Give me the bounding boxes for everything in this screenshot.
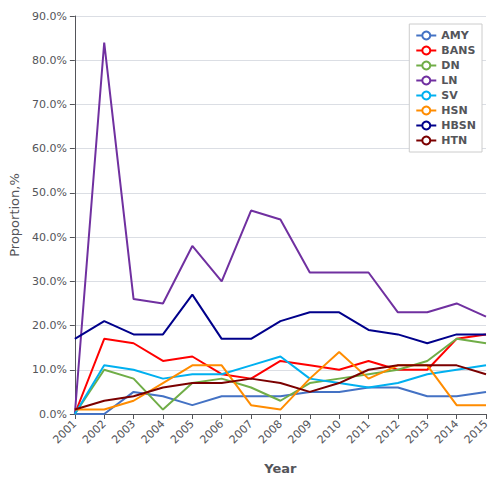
svg-text:2013: 2013: [403, 417, 432, 446]
svg-text:2010: 2010: [315, 417, 344, 446]
svg-text:80.0%: 80.0%: [32, 54, 67, 67]
svg-text:2009: 2009: [285, 417, 314, 446]
svg-text:BANS: BANS: [441, 44, 475, 57]
svg-text:70.0%: 70.0%: [32, 98, 67, 111]
svg-text:2006: 2006: [197, 417, 226, 446]
svg-text:90.0%: 90.0%: [32, 10, 67, 23]
svg-text:HTN: HTN: [441, 134, 467, 147]
svg-text:2004: 2004: [139, 417, 168, 446]
svg-text:20.0%: 20.0%: [32, 319, 67, 332]
svg-text:60.0%: 60.0%: [32, 142, 67, 155]
svg-text:Year: Year: [263, 461, 297, 476]
svg-text:40.0%: 40.0%: [32, 231, 67, 244]
svg-text:2003: 2003: [109, 417, 138, 446]
svg-text:2011: 2011: [344, 417, 373, 446]
svg-text:HSN: HSN: [441, 104, 467, 117]
svg-text:Proportion,%: Proportion,%: [7, 173, 22, 257]
svg-text:SV: SV: [441, 89, 458, 102]
svg-text:2014: 2014: [432, 417, 461, 446]
svg-text:2008: 2008: [256, 417, 285, 446]
svg-text:2007: 2007: [227, 417, 256, 446]
svg-text:HBSN: HBSN: [441, 119, 476, 132]
svg-text:2002: 2002: [80, 417, 109, 446]
svg-text:DN: DN: [441, 59, 459, 72]
svg-text:30.0%: 30.0%: [32, 275, 67, 288]
svg-text:2012: 2012: [374, 417, 403, 446]
svg-text:0.0%: 0.0%: [39, 408, 67, 421]
svg-text:LN: LN: [441, 74, 457, 87]
svg-text:2001: 2001: [50, 417, 79, 446]
svg-text:AMY: AMY: [441, 29, 469, 42]
svg-text:10.0%: 10.0%: [32, 363, 67, 376]
svg-text:2005: 2005: [168, 417, 197, 446]
svg-text:50.0%: 50.0%: [32, 186, 67, 199]
svg-text:2015: 2015: [462, 417, 491, 446]
